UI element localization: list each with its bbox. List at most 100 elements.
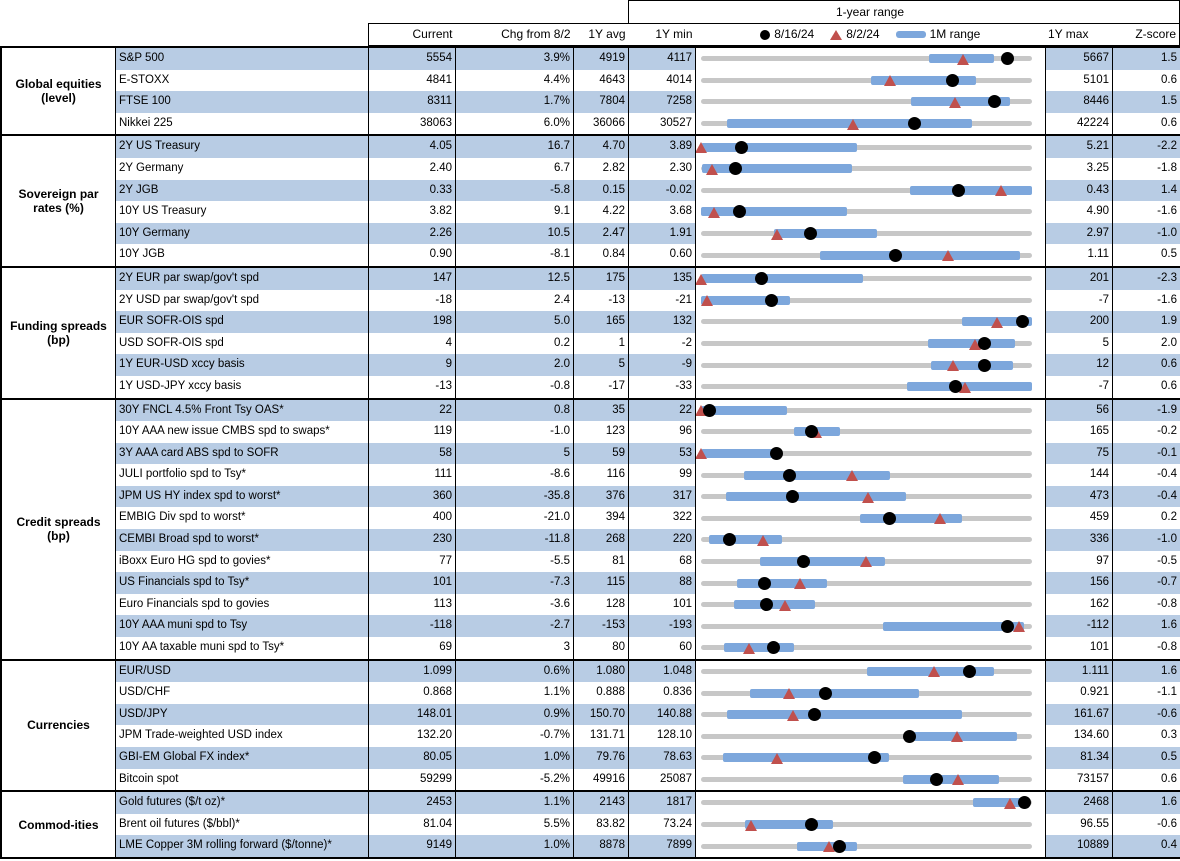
current-value: 2.26 [368,222,455,245]
current-value: 58 [368,442,455,465]
min-value: 78.63 [628,747,695,769]
one-month-range-bar [709,535,783,545]
current-date-marker [759,598,773,612]
current-value: 77 [368,550,455,573]
row-label: 2Y EUR par swap/gov't spd [115,267,368,290]
avg-value: 80 [573,637,628,659]
row-label: 2Y Germany [115,157,368,180]
one-month-range-bar [701,164,852,174]
row-label: JULI portfolio spd to Tsy* [115,464,368,486]
max-value: 0.43 [1045,179,1112,202]
current-date-marker [818,686,832,700]
range-track [701,166,1032,172]
row-label: USD/CHF [115,682,368,704]
max-value: 134.60 [1045,725,1112,747]
z-score-value: 0.2 [1112,507,1180,530]
avg-value: 83.82 [573,813,628,836]
legend-1m-range: 1M range [895,24,980,45]
chg-value: -0.8 [455,375,573,398]
prev-date-marker [696,448,707,460]
avg-value: 59 [573,442,628,465]
range-chart [695,244,1045,266]
avg-value: 175 [573,267,628,290]
table-row: Nikkei 225 38063 6.0% 36066 30527 42224 0.6 [115,112,1180,135]
range-track [701,800,1032,806]
max-value: 5101 [1045,69,1112,92]
group-label: Currencies [2,660,115,791]
chg-value: 1.1% [455,792,573,814]
chg-value: -7.3 [455,572,573,594]
current-date-marker [978,337,992,351]
prev-date-marker [946,360,959,372]
one-month-range-bar [724,643,794,653]
row-label: CEMBI Broad spd to worst* [115,529,368,551]
range-chart [695,222,1045,245]
min-value: 1817 [628,792,695,814]
current-date-marker [949,380,963,394]
range-chart [695,703,1045,726]
current-date-marker [732,205,746,219]
chg-value: -5.5 [455,550,573,573]
chg-value: 0.8 [455,399,573,422]
range-chart [695,332,1045,355]
chg-value: 5.0 [455,311,573,333]
avg-value: -153 [573,615,628,638]
min-value: -21 [628,289,695,312]
min-value: 322 [628,507,695,530]
table-row: 2Y EUR par swap/gov't spd 147 12.5 175 135 20… [115,267,1180,290]
prev-date-marker [959,381,972,393]
range-chart [695,157,1045,180]
range-chart [695,48,1045,70]
min-value: 1.048 [628,660,695,683]
legend-current-date: 8/16/24 [760,24,814,45]
chg-value: 1.7% [455,91,573,113]
section-rows: 2Y US Treasury 4.05 16.7 4.70 3.89 5.21 -2.2 2Y… [115,136,1180,266]
table-row: 30Y FNCL 4.5% Front Tsy OAS* 22 0.8 35 22 56-… [115,399,1180,422]
range-chart [695,637,1045,659]
range-track [701,822,1032,828]
table-row: 3Y AAA card ABS spd to SOFR 58 5 59 53 75 -0.1 [115,442,1180,465]
current-value: 9149 [368,835,455,857]
chg-value: 1.0% [455,747,573,769]
row-label: EMBIG Div spd to worst* [115,507,368,530]
current-value: 1.099 [368,660,455,683]
avg-value: 79.76 [573,747,628,769]
row-label: Brent oil futures ($/bbl)* [115,813,368,836]
range-track [701,187,1032,193]
max-value: 12 [1045,354,1112,376]
min-value: 135 [628,267,695,290]
chg-value: -21.0 [455,507,573,530]
range-chart [695,311,1045,333]
table-row: 2Y JGB 0.33 -5.8 0.15 -0.02 0.43 1.4 [115,179,1180,202]
table-row: JPM US HY index spd to worst* 360 -35.8 376… [115,485,1180,508]
one-month-range-bar [871,75,976,85]
max-value: 101 [1045,637,1112,659]
current-date-marker [987,95,1001,109]
prev-date-marker [884,75,897,87]
chg-value: 3.9% [455,48,573,70]
z-score-value: 0.6 [1112,354,1180,376]
z-score-value: 0.5 [1112,747,1180,769]
max-value: 201 [1045,267,1112,290]
row-label: JPM US HY index spd to worst* [115,485,368,508]
chg-value: 1.0% [455,835,573,857]
z-score-value: -0.1 [1112,442,1180,465]
max-value: -112 [1045,615,1112,638]
range-chart [695,615,1045,638]
current-value: 0.33 [368,179,455,202]
prev-date-marker [968,338,981,350]
one-month-range-bar [820,250,1020,260]
current-value: 198 [368,311,455,333]
z-score-value: 0.6 [1112,768,1180,791]
group-label: Sovereign par rates (%) [2,136,115,266]
section-rows: 30Y FNCL 4.5% Front Tsy OAS* 22 0.8 35 22 56-… [115,399,1180,659]
current-value: 2453 [368,792,455,814]
z-score-value: 2.0 [1112,332,1180,355]
blue-bar-icon [895,31,926,38]
current-date-marker [978,358,992,372]
z-score-value: 1.6 [1112,792,1180,814]
one-month-range-bar [737,578,827,588]
prev-date-marker [786,709,799,721]
chg-value: -2.7 [455,615,573,638]
